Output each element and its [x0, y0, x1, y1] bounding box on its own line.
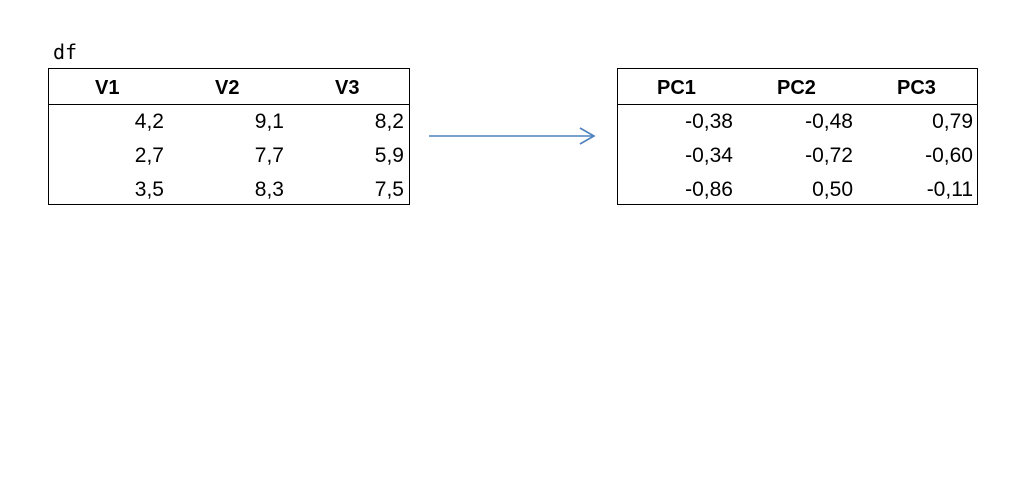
table-cell: -0,48	[805, 110, 853, 133]
table-cell: 0,50	[812, 178, 853, 201]
table-row: -0,38 -0,48 0,79	[618, 105, 977, 139]
dataframe-label: df	[53, 40, 78, 64]
output-table: PC1 PC2 PC3 -0,38 -0,48 0,79 -0,34 -0,72…	[617, 68, 978, 205]
column-header: V1	[95, 77, 120, 99]
table-cell: 4,2	[134, 110, 164, 133]
table-cell: 7,7	[254, 144, 284, 167]
table-cell: -0,11	[926, 178, 973, 201]
table-row: -0,34 -0,72 -0,60	[618, 139, 977, 173]
table-cell: -0,38	[685, 110, 733, 133]
column-header: PC2	[777, 77, 816, 99]
column-header: PC3	[897, 77, 936, 99]
column-header: V3	[335, 77, 360, 99]
table-cell: 0,79	[932, 110, 973, 133]
table-row: 4,2 9,1 8,2	[49, 105, 409, 139]
table-cell: -0,72	[805, 144, 853, 167]
table-cell: 8,2	[374, 110, 404, 133]
column-header: PC1	[657, 77, 696, 99]
table-cell: 2,7	[134, 144, 164, 167]
arrow-right-icon	[429, 127, 596, 145]
table-row: -0,86 0,50 -0,11	[618, 173, 977, 207]
table-cell: 3,5	[134, 178, 164, 201]
table-header-row: PC1 PC2 PC3	[618, 69, 977, 105]
table-row: 2,7 7,7 5,9	[49, 139, 409, 173]
table-cell: -0,34	[685, 144, 733, 167]
table-cell: 8,3	[254, 178, 284, 201]
table-cell: 7,5	[374, 178, 404, 201]
table-cell: -0,86	[685, 178, 733, 201]
table-cell: -0,60	[925, 144, 973, 167]
table-header-row: V1 V2 V3	[49, 69, 409, 105]
table-cell: 5,9	[374, 144, 404, 167]
input-table: V1 V2 V3 4,2 9,1 8,2 2,7 7,7 5,9 3,5 8,3…	[48, 68, 410, 205]
table-row: 3,5 8,3 7,5	[49, 173, 409, 207]
table-cell: 9,1	[254, 110, 284, 133]
column-header: V2	[215, 77, 240, 99]
